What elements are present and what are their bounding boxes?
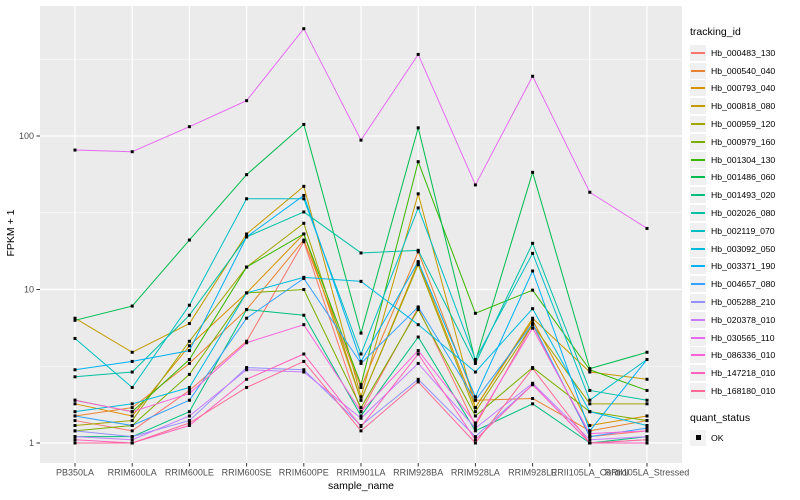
legend-entry-label: Hb_001304_130 xyxy=(711,154,776,165)
legend-line-swatch-icon xyxy=(690,347,706,364)
data-point-markers xyxy=(73,27,649,445)
legend-entry: Hb_001304_130 xyxy=(690,151,800,169)
quant-legend-title: quant_status xyxy=(690,411,751,424)
svg-text:1: 1 xyxy=(29,438,34,448)
legend-entry: Hb_000979_160 xyxy=(690,133,800,151)
svg-text:PB350LA: PB350LA xyxy=(56,468,94,478)
legend-entry: Hb_000818_080 xyxy=(690,97,800,115)
legend-entry-label: Hb_086336_010 xyxy=(711,350,776,361)
legend-entry-label: Hb_020378_010 xyxy=(711,314,776,325)
quant-legend-entry: OK xyxy=(690,429,800,447)
line-chart: PB350LA RRIM600LA RRIM600LE RRIM600SE RRIM60… xyxy=(19,6,689,478)
svg-text:RRIM928LE: RRIM928LE xyxy=(508,468,557,478)
legend-line-swatch-icon xyxy=(690,222,706,239)
legend-entry-label: Hb_000483_130 xyxy=(711,47,776,58)
legend-entry-label: Hb_003092_050 xyxy=(711,243,776,254)
quant-ok-marker-icon xyxy=(690,429,706,446)
legend-line-swatch-icon xyxy=(690,133,706,150)
x-tick-labels: PB350LA RRIM600LA RRIM600LE RRIM600SE RRIM60… xyxy=(56,468,689,478)
legend-line-swatch-icon xyxy=(690,383,706,400)
legend-entry: Hb_001493_020 xyxy=(690,186,800,204)
legend-entry-label: Hb_001493_020 xyxy=(711,190,776,201)
svg-text:100: 100 xyxy=(19,131,34,141)
svg-text:10: 10 xyxy=(24,285,34,295)
legend-title: tracking_id xyxy=(690,26,741,38)
legend-entry: Hb_020378_010 xyxy=(690,311,800,329)
legend-line-swatch-icon xyxy=(690,311,706,328)
svg-text:RRIM600PE: RRIM600PE xyxy=(279,468,329,478)
svg-text:RRIM928LA: RRIM928LA xyxy=(451,468,500,478)
legend-entry-label: Hb_002119_070 xyxy=(711,225,775,236)
legend-entry: Hb_003092_050 xyxy=(690,240,800,258)
y-axis-title: FPKM + 1 xyxy=(5,209,17,257)
legend-entry: Hb_003371_190 xyxy=(690,258,800,276)
legend-line-swatch-icon xyxy=(690,205,706,222)
legend-line-swatch-icon xyxy=(690,258,706,275)
legend-entry: Hb_000959_120 xyxy=(690,115,800,133)
svg-text:RRII105LA_Control: RRII105LA_Control xyxy=(551,468,629,478)
svg-text:RRIM901LA: RRIM901LA xyxy=(336,468,385,478)
legend-line-swatch-icon xyxy=(690,98,706,115)
legend-entry: Hb_004657_080 xyxy=(690,275,800,293)
legend-entry-label: Hb_000818_080 xyxy=(711,101,776,112)
legend-entry-label: Hb_000793_040 xyxy=(711,83,776,94)
legend-line-swatch-icon xyxy=(690,187,706,204)
legend-entry: Hb_147218_010 xyxy=(690,364,800,382)
legend-entry-label: Hb_003371_190 xyxy=(711,261,776,272)
legend-entry: Hb_002026_080 xyxy=(690,204,800,222)
legend-line-swatch-icon xyxy=(690,116,706,133)
legend: tracking_id Hb_000483_130 Hb_000540_040 Hb… xyxy=(690,26,800,447)
legend-entry-list: Hb_000483_130 Hb_000540_040 Hb_000793_040 H… xyxy=(690,44,800,400)
y-tick-labels: 1 10 100 xyxy=(19,131,34,448)
legend-entry: Hb_000540_040 xyxy=(690,62,800,80)
legend-entry: Hb_002119_070 xyxy=(690,222,800,240)
svg-text:RRII105LA_Stressed: RRII105LA_Stressed xyxy=(605,468,690,478)
legend-entry: Hb_005288_210 xyxy=(690,293,800,311)
legend-entry: Hb_168180_010 xyxy=(690,382,800,400)
legend-entry-label: Hb_000959_120 xyxy=(711,119,776,130)
x-axis-title: sample_name xyxy=(328,480,394,492)
legend-line-swatch-icon xyxy=(690,44,706,61)
svg-text:RRIM928BA: RRIM928BA xyxy=(393,468,443,478)
legend-entry-label: Hb_002026_080 xyxy=(711,208,776,219)
legend-entry: Hb_000483_130 xyxy=(690,44,800,62)
legend-entry: Hb_030565_110 xyxy=(690,329,800,347)
legend-line-swatch-icon xyxy=(690,80,706,97)
legend-entry-label: Hb_030565_110 xyxy=(711,332,775,343)
legend-entry-label: Hb_005288_210 xyxy=(711,297,776,308)
legend-entry-label: Hb_004657_080 xyxy=(711,279,776,290)
legend-line-swatch-icon xyxy=(690,240,706,257)
axis-ticks xyxy=(36,135,648,467)
legend-entry-label: Hb_147218_010 xyxy=(711,368,776,379)
quant-legend-label: OK xyxy=(711,432,724,443)
legend-line-swatch-icon xyxy=(690,365,706,382)
legend-entry-label: Hb_000540_040 xyxy=(711,65,776,76)
legend-line-swatch-icon xyxy=(690,62,706,79)
svg-text:RRIM600LE: RRIM600LE xyxy=(165,468,214,478)
svg-text:RRIM600LA: RRIM600LA xyxy=(108,468,157,478)
legend-line-swatch-icon xyxy=(690,294,706,311)
legend-line-swatch-icon xyxy=(690,276,706,293)
legend-entry-label: Hb_000979_160 xyxy=(711,136,776,147)
legend-line-swatch-icon xyxy=(690,329,706,346)
svg-text:RRIM600SE: RRIM600SE xyxy=(222,468,272,478)
legend-entry: Hb_000793_040 xyxy=(690,80,800,98)
legend-entry-label: Hb_168180_010 xyxy=(711,386,776,397)
legend-entry: Hb_001486_060 xyxy=(690,169,800,187)
legend-line-swatch-icon xyxy=(690,151,706,168)
quant-status-legend: quant_status OK xyxy=(690,412,800,447)
legend-entry-label: Hb_001486_060 xyxy=(711,172,776,183)
legend-line-swatch-icon xyxy=(690,169,706,186)
legend-entry: Hb_086336_010 xyxy=(690,347,800,365)
